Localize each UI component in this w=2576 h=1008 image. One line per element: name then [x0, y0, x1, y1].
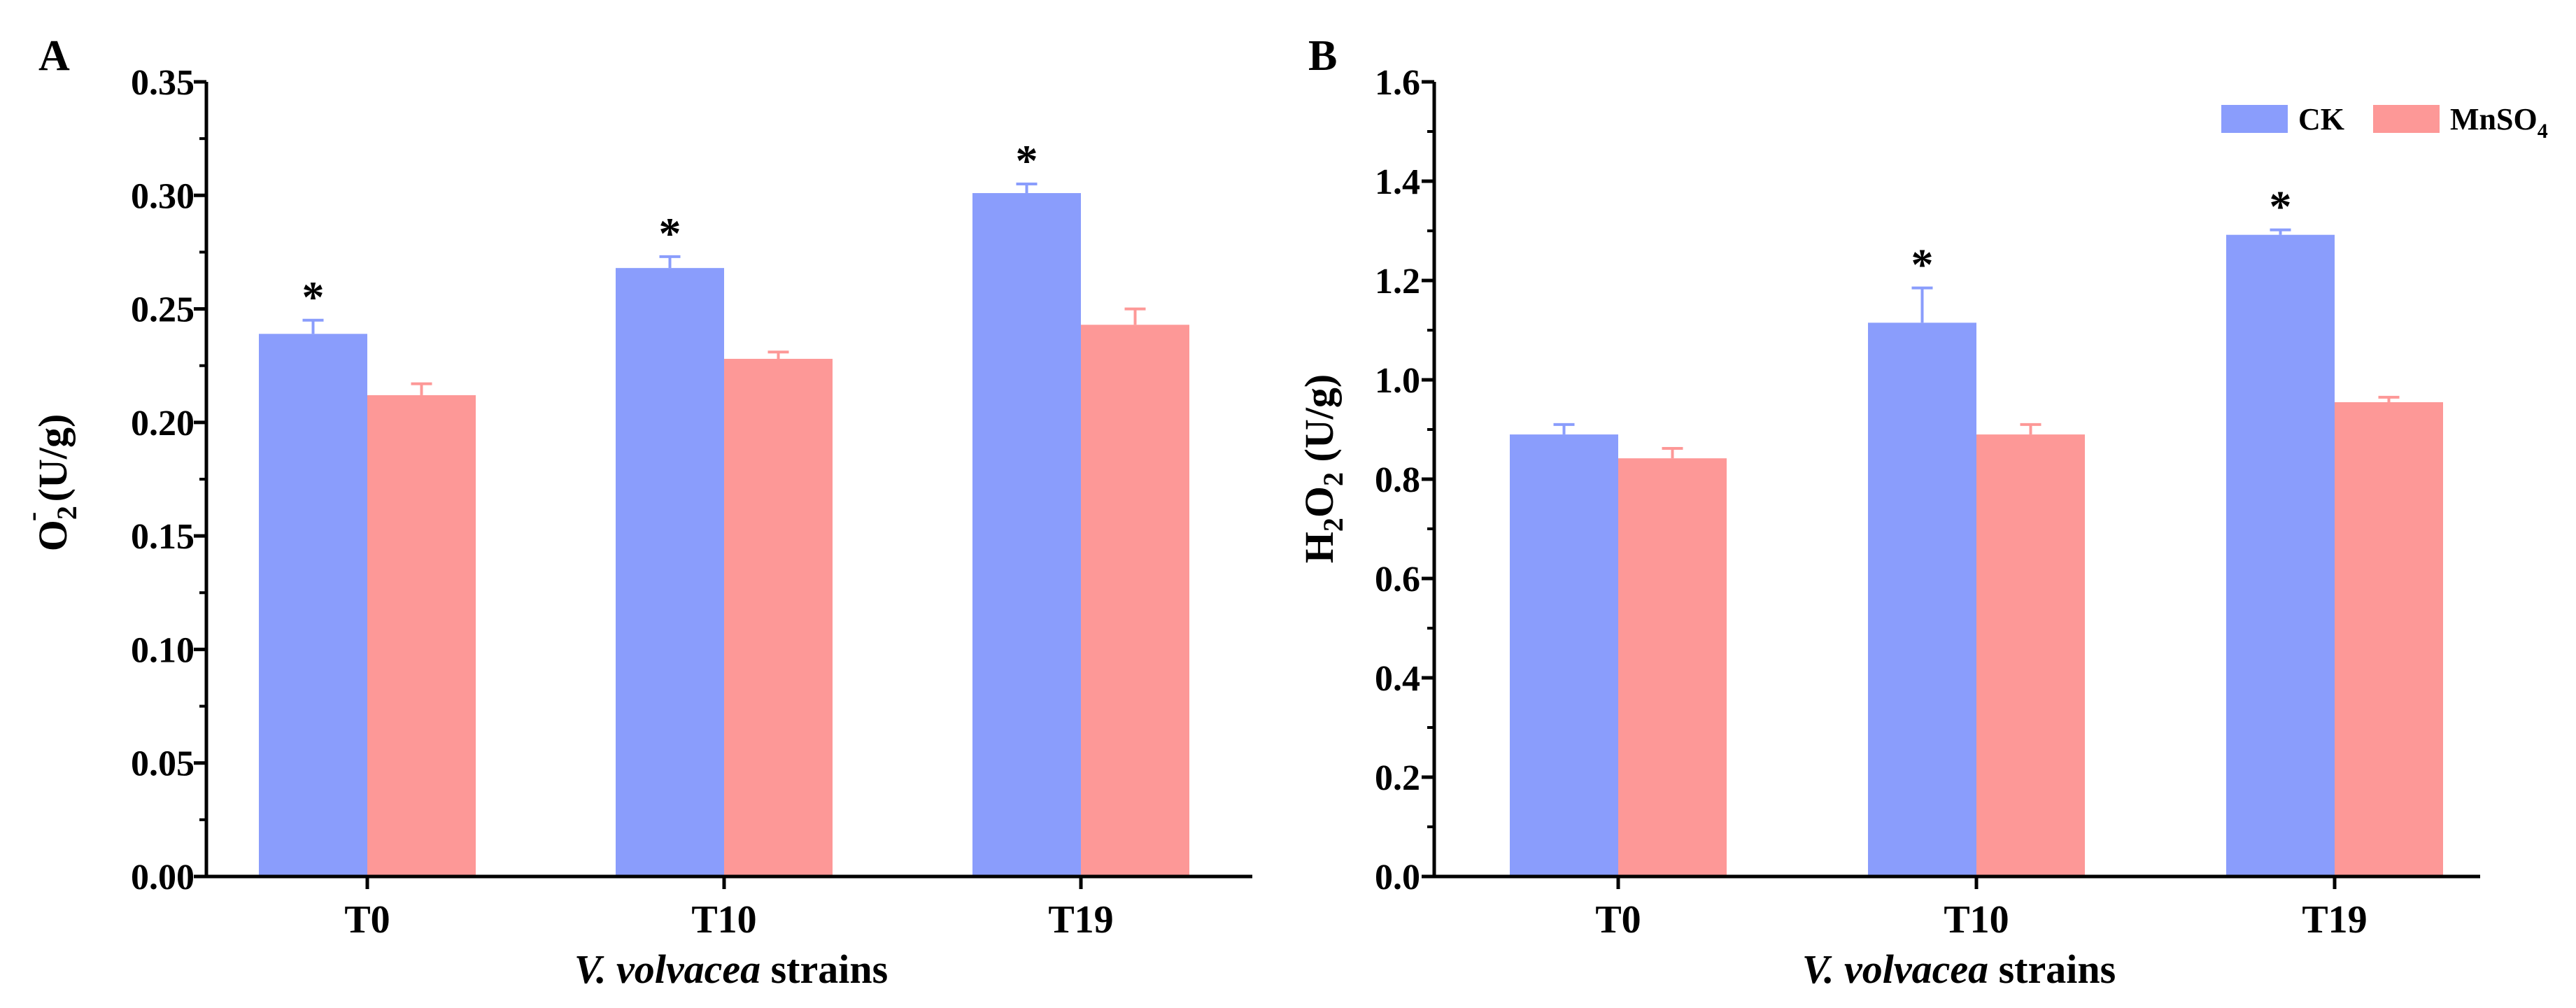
legend-swatch-mnso4 — [2373, 105, 2440, 133]
axes — [204, 82, 1252, 879]
y-tick-label: 0.25 — [131, 290, 194, 330]
y-tick-label: 1.2 — [1375, 262, 1420, 301]
significance-star: * — [1016, 136, 1038, 185]
y-tick-label: 0.6 — [1375, 560, 1420, 599]
y-axis-label: H2O2 (U/g) — [1296, 374, 1349, 563]
y-tick-label: 0.00 — [131, 858, 194, 897]
x-tick-label: T0 — [1595, 898, 1641, 942]
panel-b: B 0.00.20.40.60.81.01.21.41.6 ** T0 T10 T1… — [1296, 32, 2548, 992]
x-ticks: T0 T10 T19 — [344, 876, 1114, 942]
legend: CK MnSO4 — [2221, 102, 2548, 143]
y-tick-label: 1.0 — [1375, 361, 1420, 401]
bar-ck-t10 — [1868, 322, 1976, 877]
bar-mnso4-t19 — [1081, 325, 1189, 876]
bar-ck-t10 — [616, 268, 724, 876]
bar-ck-t0 — [1510, 434, 1618, 876]
significance-star: * — [1911, 240, 1934, 290]
panel-label: B — [1308, 32, 1337, 80]
x-tick-label: T10 — [1944, 898, 2009, 942]
y-tick-label: 0.10 — [131, 630, 194, 670]
bars: * * * — [259, 136, 1189, 876]
significance-star: * — [2270, 182, 2292, 232]
bar-mnso4-t10 — [1976, 434, 2085, 876]
x-tick-label: T0 — [344, 898, 390, 942]
y-tick-label: 0.0 — [1375, 858, 1420, 897]
bar-mnso4-t0 — [1618, 458, 1727, 876]
x-axis-label: V. volvacea strains — [1802, 946, 2116, 992]
y-tick-label: 0.35 — [131, 63, 194, 103]
legend-swatch-ck — [2221, 105, 2288, 133]
x-tick-label: T19 — [2302, 898, 2367, 942]
legend-label-ck: CK — [2298, 102, 2344, 136]
y-tick-label: 0.8 — [1375, 460, 1420, 500]
y-ticks: 0.0 0.2 0.4 0.6 0.8 1.0 1.2 1.4 1.6 — [1375, 63, 1434, 897]
significance-star: * — [302, 272, 325, 322]
legend-label-mnso4: MnSO4 — [2450, 102, 2548, 143]
y-tick-label: 0.20 — [131, 404, 194, 443]
bar-mnso4-t19 — [2335, 402, 2443, 876]
axes — [1432, 82, 2480, 879]
y-tick-label: 0.30 — [131, 176, 194, 216]
bar-mnso4-t0 — [367, 395, 476, 876]
y-ticks: 0.00 0.05 0.10 0.15 0.20 0.25 0.30 0.35 — [131, 63, 206, 897]
bar-ck-t19 — [2226, 234, 2335, 876]
bar-ck-t0 — [259, 334, 367, 876]
x-axis-label: V. volvacea strains — [574, 946, 888, 992]
panel-label: A — [38, 32, 70, 80]
y-tick-label: 0.05 — [131, 744, 194, 784]
x-tick-label: T19 — [1048, 898, 1113, 942]
y-tick-label: 0.2 — [1375, 758, 1420, 798]
y-axis-label: O2- (U/g) — [16, 414, 83, 552]
bars: ** — [1510, 182, 2443, 877]
x-ticks: T0 T10 T19 — [1595, 876, 2368, 942]
y-tick-label: 1.4 — [1375, 162, 1420, 202]
bar-mnso4-t10 — [724, 358, 833, 876]
bar-ck-t19 — [972, 193, 1081, 876]
y-tick-label: 1.6 — [1375, 63, 1420, 103]
y-tick-label: 0.15 — [131, 517, 194, 557]
x-tick-label: T10 — [691, 898, 756, 942]
y-tick-label: 0.4 — [1375, 659, 1420, 699]
significance-star: * — [659, 208, 681, 258]
panel-a: A 0.00 0.05 0.10 0.15 0.20 0.25 0.30 0.35 * * * T… — [16, 32, 1252, 992]
